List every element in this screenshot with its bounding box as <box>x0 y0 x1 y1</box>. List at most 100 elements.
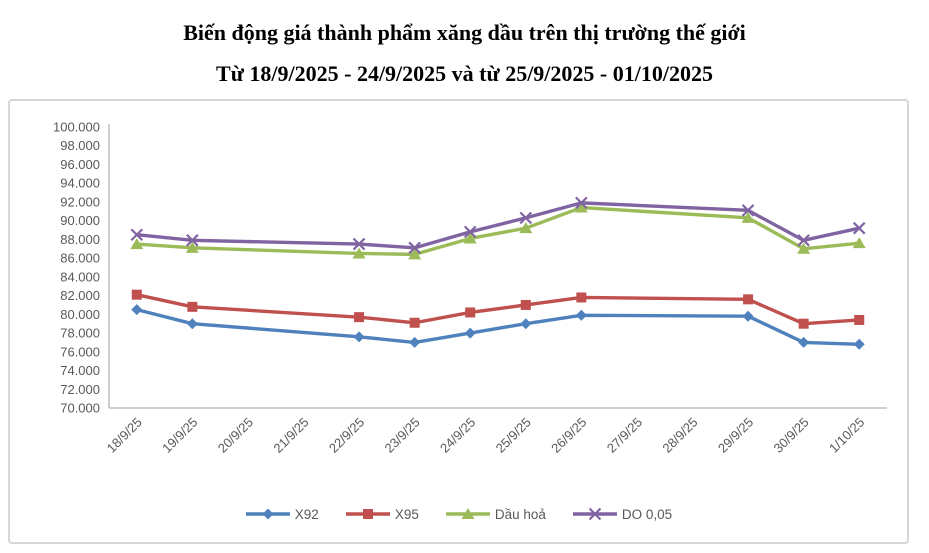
data-point-marker <box>742 310 754 322</box>
data-point-marker <box>854 314 865 325</box>
data-point-marker <box>852 221 866 235</box>
data-point-marker <box>187 301 198 312</box>
data-point-marker <box>185 241 199 253</box>
data-point-marker <box>519 222 533 234</box>
legend-label: DO 0,05 <box>621 506 673 522</box>
x-tick-label: 27/9/25 <box>604 415 645 456</box>
x-tick-label: 23/9/25 <box>381 415 422 456</box>
chart-legend: X92 X95 Dầu hoả DO 0,05 <box>10 506 907 522</box>
legend-label: Dầu hoả <box>494 506 546 522</box>
y-tick-label: 76.000 <box>60 344 100 359</box>
data-point-marker <box>130 228 144 241</box>
data-point-marker <box>520 318 532 330</box>
data-point-marker <box>131 289 142 300</box>
price-line <box>135 205 861 257</box>
series-x95 <box>131 289 865 329</box>
y-tick-label: 92.000 <box>60 194 100 209</box>
x-tick-label: 22/9/25 <box>326 415 367 456</box>
x-tick-label: 29/9/25 <box>715 415 756 456</box>
data-point-marker <box>575 196 588 210</box>
data-point-marker <box>408 248 422 260</box>
data-point-marker <box>853 338 865 350</box>
price-line <box>135 307 861 347</box>
data-point-marker <box>743 294 754 305</box>
x-tick-label: 19/9/25 <box>159 415 200 456</box>
x-tick-label: 21/9/25 <box>270 415 311 456</box>
data-point-marker <box>576 292 587 303</box>
y-tick-label: 86.000 <box>60 251 100 266</box>
data-point-marker <box>354 312 365 323</box>
y-tick-label: 72.000 <box>60 382 100 397</box>
chart-title: Biến động giá thành phẩm xăng dầu trên t… <box>0 0 929 94</box>
y-tick-label: 78.000 <box>60 326 100 341</box>
x-tick-label: 28/9/25 <box>659 415 700 456</box>
data-point-marker <box>353 331 365 343</box>
data-point-marker <box>465 307 476 318</box>
price-line-chart: 70.000 72.000 74.000 76.000 78.000 80.000 82.0… <box>53 120 887 456</box>
y-tick-label: 100.000 <box>53 120 100 135</box>
chart-area: 70.000 72.000 74.000 76.000 78.000 80.000 82.0… <box>8 99 909 544</box>
x-tick-label: 18/9/25 <box>104 415 145 456</box>
y-tick-label: 74.000 <box>60 363 100 378</box>
data-point-marker <box>186 234 199 247</box>
series-x92 <box>131 304 865 350</box>
data-point-marker <box>262 508 274 520</box>
x-tick-label: 30/9/25 <box>770 415 811 456</box>
y-tick-label: 84.000 <box>60 269 100 284</box>
y-tick-label: 94.000 <box>60 176 100 191</box>
data-point-marker <box>352 237 366 251</box>
y-tick-label: 82.000 <box>60 288 100 303</box>
series-d-u-ho- <box>130 201 866 260</box>
data-point-marker <box>741 204 755 217</box>
y-axis-labels: 70.000 72.000 74.000 76.000 78.000 80.000 82.0… <box>53 120 100 416</box>
x-tick-label: 1/10/25 <box>826 415 867 456</box>
legend-item-d-u-ho-: Dầu hoả <box>445 506 546 522</box>
y-tick-label: 90.000 <box>60 213 100 228</box>
y-tick-label: 70.000 <box>60 401 100 416</box>
legend-swatch <box>345 509 390 519</box>
data-point-marker <box>797 242 811 254</box>
legend-swatch <box>245 508 290 520</box>
data-point-marker <box>519 211 533 225</box>
data-point-marker <box>186 318 198 330</box>
data-point-marker <box>797 234 810 247</box>
data-point-marker <box>362 509 373 519</box>
data-point-marker <box>408 241 421 255</box>
data-point-marker <box>130 238 144 250</box>
y-tick-label: 80.000 <box>60 307 100 322</box>
data-point-marker <box>520 299 531 310</box>
data-point-marker <box>798 336 810 348</box>
legend-swatch <box>445 508 490 519</box>
data-point-marker <box>463 232 477 244</box>
legend-item-x92: X92 <box>245 506 319 522</box>
data-point-marker <box>852 237 866 249</box>
x-tick-label: 25/9/25 <box>493 415 534 456</box>
data-point-marker <box>463 225 477 239</box>
data-point-marker <box>741 211 755 223</box>
data-point-marker <box>131 304 143 316</box>
y-tick-label: 98.000 <box>60 138 100 153</box>
legend-item-x95: X95 <box>345 506 419 522</box>
price-line <box>135 292 861 326</box>
data-point-marker <box>464 327 476 339</box>
data-point-marker <box>588 507 602 521</box>
data-point-marker <box>574 201 588 213</box>
series-do-0-05 <box>130 196 866 255</box>
x-tick-label: 26/9/25 <box>548 415 589 456</box>
chart-title-line2: Từ 18/9/2025 - 24/9/2025 và từ 25/9/2025… <box>216 61 713 86</box>
data-point-marker <box>409 336 421 348</box>
data-point-marker <box>798 318 809 329</box>
x-axis-labels: 18/9/25 19/9/25 20/9/25 21/9/25 22/9/25 23/9/… <box>104 415 868 456</box>
chart-title-line1: Biến động giá thành phẩm xăng dầu trên t… <box>183 20 746 45</box>
data-point-marker <box>409 317 420 328</box>
y-tick-label: 96.000 <box>60 157 100 172</box>
legend-label: X95 <box>394 506 419 522</box>
data-point-marker <box>575 309 587 321</box>
y-tick-label: 88.000 <box>60 232 100 247</box>
x-tick-label: 20/9/25 <box>215 415 256 456</box>
legend-item-do-0-05: DO 0,05 <box>572 506 672 522</box>
legend-label: X92 <box>294 506 319 522</box>
x-tick-label: 24/9/25 <box>437 415 478 456</box>
legend-swatch <box>572 507 617 521</box>
price-line <box>135 201 861 250</box>
